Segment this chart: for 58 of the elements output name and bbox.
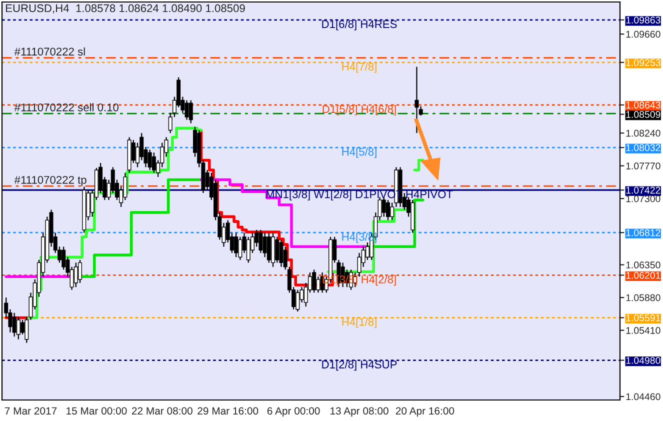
candlestick <box>20 319 25 336</box>
x-tick-label: 13 Apr 08:00 <box>330 407 388 417</box>
x-tick-label: 15 Mar 00:00 <box>66 407 127 415</box>
y-tick-label: 1.04460 <box>626 393 660 400</box>
ref-line-label: H4[5/8] <box>342 148 376 158</box>
ref-line-label: #111070222 sell 0.10 <box>14 103 119 112</box>
y-tick-label: 1.09863 <box>626 16 660 24</box>
x-tick-label: 22 Mar 08:00 <box>132 407 192 415</box>
ref-line-label: H4[7/8] <box>342 62 376 73</box>
ref-line-label: D1[2/8] H4SUP <box>322 360 397 371</box>
candlestick <box>238 236 242 260</box>
y-tick-label: 1.05880 <box>626 294 660 302</box>
y-tick-label: 1.05410 <box>626 327 660 334</box>
candlestick <box>258 229 263 254</box>
candlestick <box>312 269 316 294</box>
candlestick <box>316 276 320 294</box>
candlestick <box>414 66 419 134</box>
y-tick-label: 1.08240 <box>626 130 660 137</box>
candlestick <box>12 312 16 338</box>
ref-line-label: D1[5/8] H4[6/8] <box>322 104 396 116</box>
y-tick-label: 1.08509 <box>626 111 660 118</box>
x-tick-label: 7 Mar 2017 <box>4 407 57 415</box>
candlestick <box>78 259 82 284</box>
x-tick-label: 20 Apr 16:00 <box>396 407 454 417</box>
candlestick <box>234 232 238 258</box>
y-tick-label: 1.08032 <box>626 144 660 152</box>
ref-line-label: #111070222 tp <box>14 176 86 186</box>
candlestick <box>296 289 300 312</box>
chart-title: EURUSD,H4 1.08578 1.08624 1.08490 1.08509 <box>6 4 245 14</box>
y-tick-label: 1.06350 <box>626 262 660 268</box>
y-tick-label: 1.05591 <box>626 314 660 322</box>
candlestick <box>152 152 156 174</box>
candlestick <box>386 199 390 221</box>
candlestick <box>148 149 152 171</box>
ref-line-label: H4[1/8] <box>342 318 376 328</box>
candlestick <box>74 262 78 288</box>
ref-line-label: D1[6/8] H4RES <box>322 20 397 30</box>
y-tick-label: 1.07770 <box>626 162 660 170</box>
y-tick-label: 1.08643 <box>626 102 660 109</box>
candlestick <box>262 232 267 258</box>
y-tick-label: 1.07300 <box>626 195 660 202</box>
candlestick <box>279 239 284 268</box>
candlestick <box>382 196 386 218</box>
y-tick-label: 1.07422 <box>626 186 660 194</box>
y-tick-label: 1.04980 <box>626 357 660 364</box>
y-tick-label: 1.06201 <box>626 272 660 279</box>
x-tick-label: 29 Mar 16:00 <box>198 407 258 415</box>
x-tick-label: 6 Apr 00:00 <box>267 407 320 417</box>
candlestick <box>275 236 280 264</box>
candlestick <box>188 100 193 124</box>
candlestick <box>246 236 250 264</box>
y-tick-label: 1.09253 <box>626 59 660 66</box>
candlestick <box>16 316 20 340</box>
candlestick <box>266 232 271 264</box>
candlestick <box>184 100 189 120</box>
y-tick-label: 1.09660 <box>626 30 660 38</box>
ref-line-label: #111070222 sl <box>14 47 85 56</box>
y-tick-label: 1.06812 <box>626 229 660 236</box>
